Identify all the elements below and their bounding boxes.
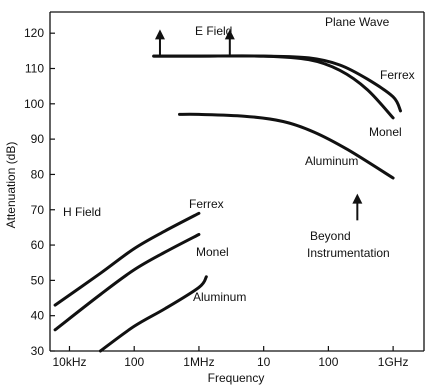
e-field-label: E Field bbox=[195, 24, 232, 38]
y-tick-label: 50 bbox=[31, 273, 45, 287]
h-field-aluminum-curve bbox=[98, 275, 208, 353]
y-tick-label: 100 bbox=[24, 97, 44, 111]
label-aluminum-h: Aluminum bbox=[193, 290, 246, 304]
y-tick-label: 40 bbox=[31, 309, 45, 323]
label-monel-h: Monel bbox=[196, 245, 229, 259]
up-arrow-icon bbox=[352, 193, 363, 221]
h-field-monel-curve bbox=[53, 233, 201, 332]
instrumentation-label: Instrumentation bbox=[307, 246, 390, 260]
y-tick-label: 120 bbox=[24, 26, 44, 40]
y-tick-label: 110 bbox=[25, 62, 44, 76]
y-tick-label: 30 bbox=[31, 344, 45, 358]
arrows-layer bbox=[154, 29, 363, 221]
beyond-label: Beyond bbox=[310, 229, 351, 243]
x-tick-label: 100 bbox=[318, 355, 338, 369]
x-tick-label: 10 bbox=[257, 355, 271, 369]
plane-wave-label: Plane Wave bbox=[325, 15, 390, 29]
x-axis-title: Frequency bbox=[208, 371, 265, 385]
h-field-label: H Field bbox=[63, 205, 101, 219]
e-field-ferrex-curve bbox=[152, 54, 402, 113]
x-tick-label: 1GHz bbox=[378, 355, 409, 369]
up-arrow-icon bbox=[224, 29, 235, 57]
label-monel-e: Monel bbox=[369, 125, 402, 139]
y-axis-title: Attenuation (dB) bbox=[4, 142, 18, 229]
x-tick-label: 1MHz bbox=[183, 355, 214, 369]
series-layer bbox=[53, 54, 402, 353]
y-tick-label: 80 bbox=[31, 167, 45, 181]
axis-ticks: 10kHz 100 1MHz 10 100 1GHz 30 40 50 60 70 80 90 100 11… bbox=[24, 26, 408, 369]
up-arrow-icon bbox=[154, 29, 165, 57]
label-aluminum-e: Aluminum bbox=[305, 154, 358, 168]
e-field-monel-curve bbox=[152, 54, 395, 120]
label-ferrex-h: Ferrex bbox=[189, 197, 224, 211]
x-tick-label: 10kHz bbox=[52, 355, 86, 369]
y-tick-label: 60 bbox=[31, 238, 45, 252]
x-tick-label: 100 bbox=[124, 355, 144, 369]
label-ferrex-e: Ferrex bbox=[380, 68, 415, 82]
y-tick-label: 90 bbox=[31, 132, 45, 146]
h-field-ferrex-curve bbox=[53, 211, 201, 307]
y-tick-label: 70 bbox=[31, 203, 45, 217]
e-field-aluminum-curve bbox=[178, 112, 395, 180]
